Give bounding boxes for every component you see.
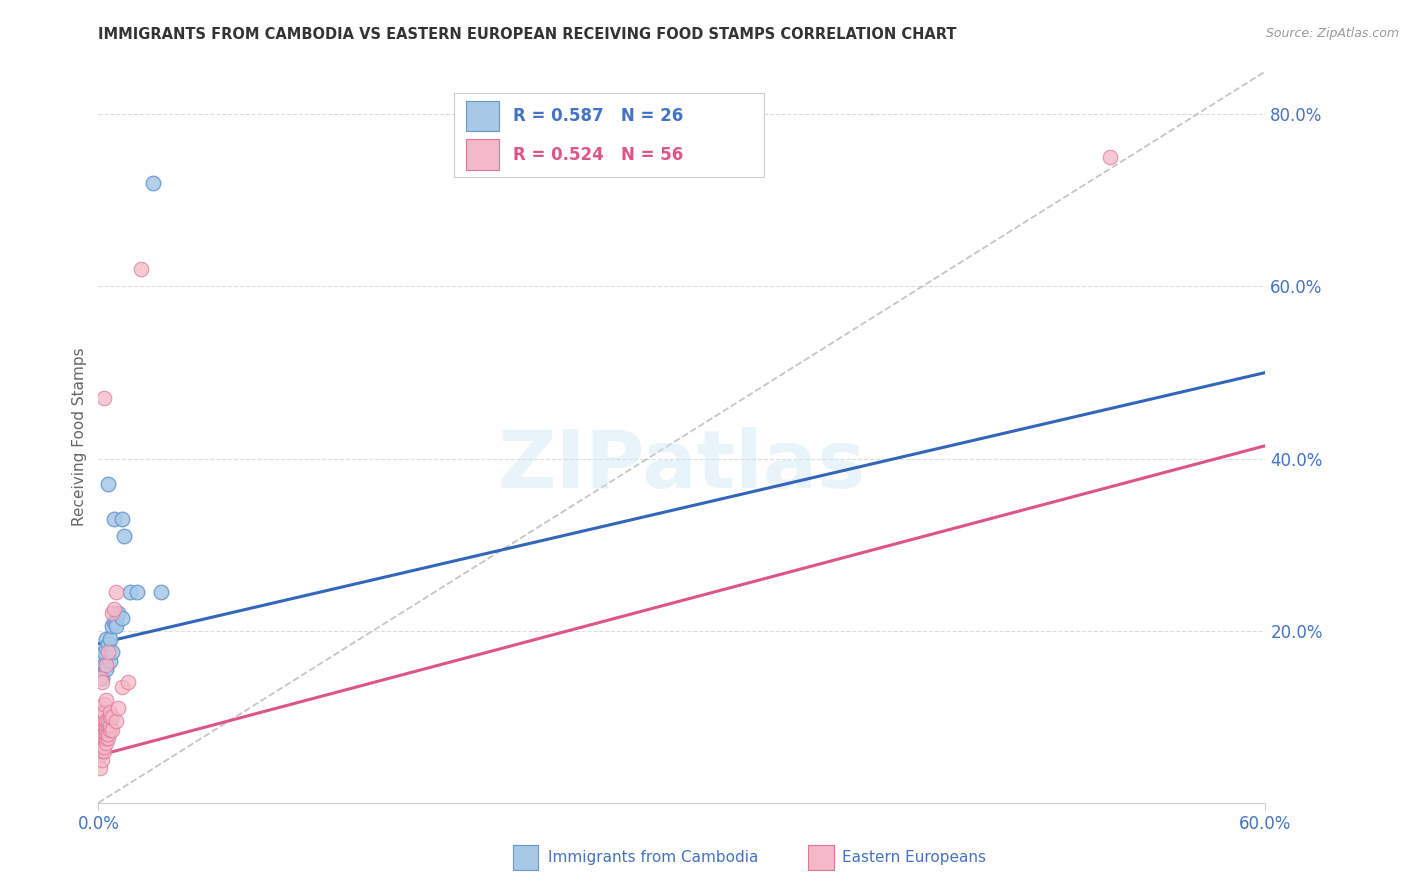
Point bbox=[111, 512, 134, 526]
Point bbox=[91, 744, 114, 758]
Point bbox=[97, 477, 120, 491]
Point bbox=[91, 649, 114, 664]
Point bbox=[127, 585, 149, 599]
Point bbox=[103, 512, 125, 526]
Text: R = 0.587   N = 26: R = 0.587 N = 26 bbox=[513, 107, 683, 125]
Point bbox=[91, 731, 114, 746]
Point bbox=[98, 710, 121, 724]
Point bbox=[96, 632, 118, 647]
Point bbox=[101, 710, 124, 724]
Point bbox=[96, 727, 118, 741]
Point bbox=[91, 753, 114, 767]
Point bbox=[96, 714, 118, 728]
Point bbox=[98, 718, 121, 732]
Point bbox=[91, 671, 114, 685]
Point bbox=[91, 739, 114, 754]
Point bbox=[93, 645, 115, 659]
Point bbox=[93, 392, 115, 406]
Point bbox=[103, 615, 125, 629]
Point bbox=[96, 658, 118, 673]
Text: R = 0.524   N = 56: R = 0.524 N = 56 bbox=[513, 145, 683, 164]
Point bbox=[97, 727, 120, 741]
Point bbox=[117, 675, 139, 690]
Point bbox=[97, 637, 120, 651]
FancyBboxPatch shape bbox=[465, 101, 499, 131]
Point bbox=[96, 731, 118, 746]
Point bbox=[96, 723, 118, 737]
Point bbox=[93, 714, 115, 728]
Point bbox=[101, 607, 124, 621]
Point bbox=[107, 607, 129, 621]
Point bbox=[1098, 150, 1121, 164]
Point bbox=[93, 739, 115, 754]
Point bbox=[101, 645, 124, 659]
Point bbox=[96, 692, 118, 706]
Point bbox=[89, 748, 111, 763]
Point bbox=[96, 718, 118, 732]
Point bbox=[93, 658, 115, 673]
Point bbox=[91, 710, 114, 724]
Point bbox=[101, 619, 124, 633]
Point bbox=[93, 744, 115, 758]
Point bbox=[96, 640, 118, 655]
Point bbox=[89, 731, 111, 746]
Point bbox=[91, 675, 114, 690]
Point bbox=[97, 731, 120, 746]
Point bbox=[98, 723, 121, 737]
Point bbox=[93, 727, 115, 741]
Point bbox=[93, 731, 115, 746]
FancyBboxPatch shape bbox=[465, 139, 499, 170]
Point bbox=[96, 735, 118, 749]
FancyBboxPatch shape bbox=[454, 94, 763, 178]
Point bbox=[97, 714, 120, 728]
Point bbox=[96, 662, 118, 676]
Point bbox=[149, 585, 172, 599]
Point bbox=[89, 718, 111, 732]
Point bbox=[103, 602, 125, 616]
Point bbox=[104, 619, 127, 633]
Point bbox=[93, 706, 115, 720]
Point bbox=[91, 723, 114, 737]
Point bbox=[89, 744, 111, 758]
Point bbox=[107, 701, 129, 715]
Point bbox=[89, 739, 111, 754]
Text: ZIPatlas: ZIPatlas bbox=[498, 427, 866, 506]
Point bbox=[93, 697, 115, 711]
Point bbox=[89, 727, 111, 741]
Point bbox=[129, 262, 152, 277]
Point bbox=[111, 680, 134, 694]
Point bbox=[104, 714, 127, 728]
Point bbox=[118, 585, 141, 599]
Text: Immigrants from Cambodia: Immigrants from Cambodia bbox=[548, 850, 759, 864]
Point bbox=[89, 761, 111, 775]
Point bbox=[89, 735, 111, 749]
Point bbox=[104, 615, 127, 629]
Point bbox=[142, 176, 165, 190]
Y-axis label: Receiving Food Stamps: Receiving Food Stamps bbox=[72, 348, 87, 526]
Point bbox=[89, 671, 111, 685]
Point bbox=[101, 723, 124, 737]
Text: Source: ZipAtlas.com: Source: ZipAtlas.com bbox=[1265, 27, 1399, 40]
Point bbox=[111, 611, 134, 625]
Point bbox=[98, 706, 121, 720]
Text: Eastern Europeans: Eastern Europeans bbox=[842, 850, 986, 864]
Point bbox=[93, 718, 115, 732]
Point bbox=[112, 529, 135, 543]
Point bbox=[98, 654, 121, 668]
Point bbox=[104, 585, 127, 599]
Point bbox=[97, 645, 120, 659]
Point bbox=[91, 735, 114, 749]
Point bbox=[91, 706, 114, 720]
Point bbox=[97, 718, 120, 732]
Point bbox=[89, 662, 111, 676]
Text: IMMIGRANTS FROM CAMBODIA VS EASTERN EUROPEAN RECEIVING FOOD STAMPS CORRELATION C: IMMIGRANTS FROM CAMBODIA VS EASTERN EURO… bbox=[98, 27, 957, 42]
Point bbox=[98, 632, 121, 647]
Point bbox=[89, 710, 111, 724]
